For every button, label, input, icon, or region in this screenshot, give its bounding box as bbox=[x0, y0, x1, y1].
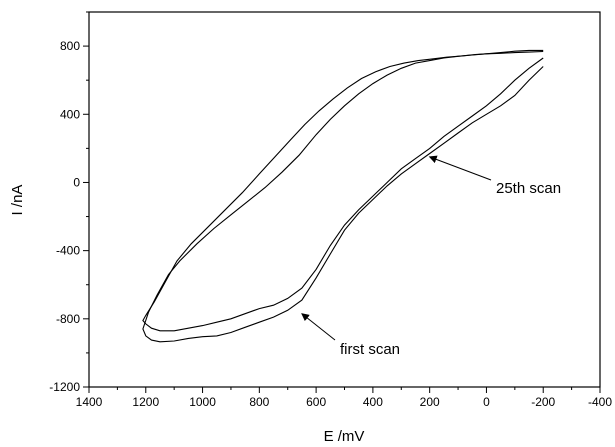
series-line-25th-scan bbox=[142, 50, 544, 332]
x-tick-label: -200 bbox=[531, 395, 555, 409]
y-axis-title: I /nA bbox=[9, 185, 26, 216]
y-tick-label: -800 bbox=[56, 312, 80, 326]
y-tick-label: 0 bbox=[73, 175, 80, 189]
x-axis-title: E /mV bbox=[324, 428, 365, 445]
x-tick-label: 800 bbox=[249, 395, 269, 409]
annotation-layer: 25th scan first scan bbox=[301, 155, 561, 358]
x-tick-label: 0 bbox=[483, 395, 490, 409]
x-tick-label: -400 bbox=[588, 395, 612, 409]
annotation-arrow bbox=[301, 313, 336, 341]
series-line-first-scan bbox=[142, 49, 544, 343]
x-tick-label: 1200 bbox=[132, 395, 159, 409]
y-tick-label: 400 bbox=[60, 107, 80, 121]
x-tick-label: 600 bbox=[306, 395, 326, 409]
x-tick-label: 400 bbox=[363, 395, 383, 409]
y-tick-label: -1200 bbox=[49, 380, 80, 394]
x-tick-label: 1400 bbox=[76, 395, 103, 409]
x-tick-label: 200 bbox=[420, 395, 440, 409]
x-tick-label: 1000 bbox=[189, 395, 216, 409]
annotation-arrow bbox=[428, 155, 492, 181]
annotation-label: 25th scan bbox=[496, 180, 561, 197]
y-tick-label: -400 bbox=[56, 244, 80, 258]
y-tick-label: 800 bbox=[60, 39, 80, 53]
y-axis-ticks: -1200 -800 -400 0 400 800 bbox=[49, 11, 89, 394]
series-layer bbox=[142, 49, 544, 343]
annotation-label: first scan bbox=[340, 341, 400, 358]
x-axis-ticks: 1400 1200 1000 800 600 400 200 0 -200 -400 bbox=[76, 387, 612, 409]
